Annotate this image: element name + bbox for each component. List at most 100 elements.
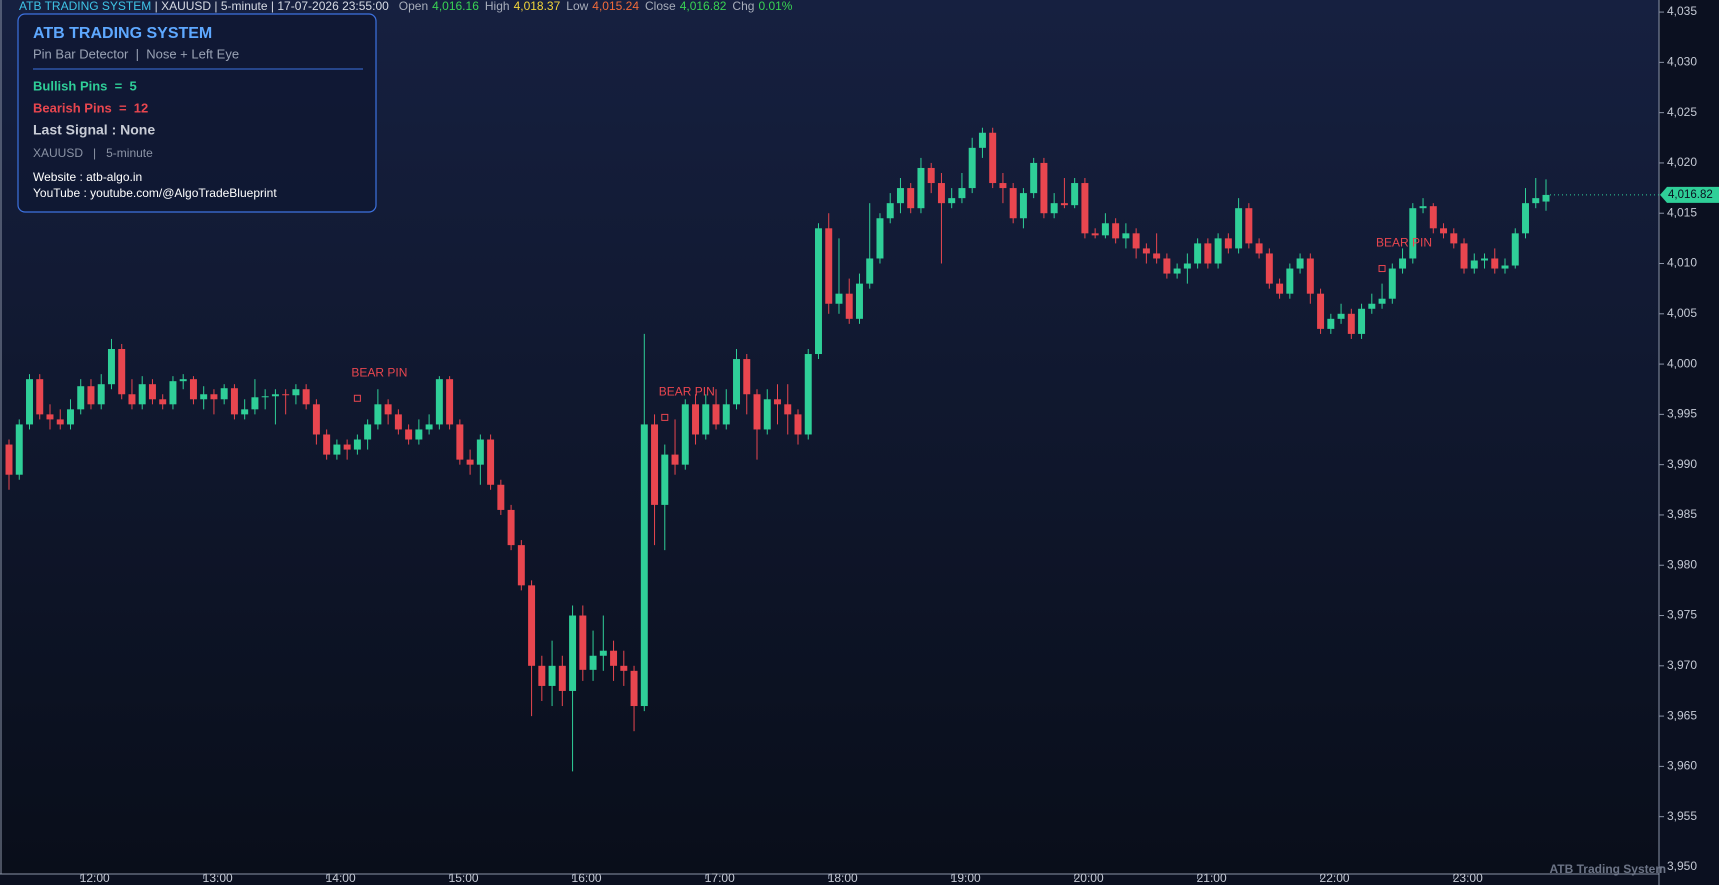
header-open-label: Open [399, 0, 428, 13]
candle-body [1399, 258, 1407, 269]
panel-bullish: Bullish Pins = 5 [33, 78, 137, 93]
y-tick-label: 3,960 [1667, 759, 1697, 773]
candle-body [825, 228, 833, 304]
candle-body [384, 404, 392, 415]
candle-body [640, 424, 648, 707]
panel-youtube: YouTube : youtube.com/@AlgoTradeBlueprin… [33, 186, 277, 200]
candle-body [148, 384, 156, 400]
candle-body [456, 424, 464, 460]
x-tick-label: 22:00 [1320, 871, 1350, 885]
candle-body [1030, 162, 1038, 194]
candle-body [15, 424, 23, 475]
candle-body [774, 399, 781, 405]
candle-body [26, 379, 33, 425]
annotation-label: BEAR PIN [351, 365, 407, 379]
candle-body [1081, 183, 1089, 234]
candle-body [1317, 293, 1325, 329]
candle-body [1009, 188, 1017, 219]
header-close-label: Close [645, 0, 676, 13]
candle-body [261, 396, 269, 398]
candle-body [169, 381, 177, 405]
x-tick-label: 14:00 [326, 871, 356, 885]
x-tick-label: 21:00 [1197, 871, 1227, 885]
candle-body [1481, 258, 1489, 261]
candle-body [1214, 238, 1222, 264]
candle-body [1419, 206, 1427, 209]
candle-body [1501, 265, 1509, 269]
x-tick-label: 17:00 [705, 871, 735, 885]
y-tick-label: 4,015 [1667, 205, 1697, 219]
candle-body [343, 444, 351, 450]
header-datetime: 17-07-2026 23:55:00 [277, 0, 389, 13]
candle-body [1224, 238, 1232, 249]
candle-body [189, 379, 197, 400]
y-tick-label: 4,005 [1667, 306, 1697, 320]
candle-body [722, 404, 730, 425]
candle-body [220, 388, 228, 400]
candle-body [497, 484, 505, 510]
candle-body [630, 670, 638, 707]
header-high-label: High [485, 0, 510, 13]
candle-body [517, 545, 525, 586]
header-low-label: Low [566, 0, 588, 13]
candle-body [968, 147, 976, 189]
candle-body [753, 394, 761, 430]
candle-body [886, 203, 894, 219]
x-tick-label: 19:00 [951, 871, 981, 885]
info-panel: ATB TRADING SYSTEM Pin Bar Detector | No… [17, 13, 377, 213]
candle-body [394, 414, 402, 430]
y-tick-label: 3,990 [1667, 457, 1697, 471]
candle-body [1532, 198, 1540, 204]
candle-body [415, 429, 423, 440]
candle-body [87, 386, 95, 405]
candle-body [958, 188, 966, 199]
x-tick-label: 20:00 [1074, 871, 1104, 885]
y-tick-label: 3,970 [1667, 658, 1697, 672]
candle-body [1491, 258, 1499, 269]
candle-body [333, 444, 341, 455]
candle-body [702, 404, 710, 435]
candle-body [1470, 260, 1478, 269]
candle-body [1368, 303, 1376, 309]
candle-body [999, 183, 1007, 189]
candle-body [1194, 243, 1202, 264]
candle-body [1429, 206, 1437, 229]
panel-subtitle: Pin Bar Detector | Nose + Left Eye [33, 46, 239, 61]
candle-body [1050, 203, 1058, 214]
header-chg-label: Chg [732, 0, 754, 13]
x-tick-label: 12:00 [80, 871, 110, 885]
candle-body [917, 167, 925, 209]
watermark: ATB Trading System [1550, 862, 1666, 876]
candle-body [1358, 308, 1366, 334]
candle-body [292, 389, 300, 396]
candle-body [1204, 243, 1212, 264]
candle-body [907, 188, 915, 209]
y-tick-label: 4,035 [1667, 4, 1697, 18]
candle-body [435, 379, 443, 425]
candle-body [1091, 233, 1099, 236]
price-axis-background [1659, 0, 1719, 885]
candle-body [466, 459, 474, 465]
candle-body [989, 132, 997, 184]
candle-body [1276, 283, 1284, 294]
candle-body [302, 389, 310, 405]
candle-body [364, 424, 372, 440]
candle-body [1440, 228, 1448, 234]
candle-body [1378, 298, 1386, 304]
header: ATB TRADING SYSTEM | XAUUSD | 5-minute |… [3, 0, 802, 13]
header-timeframe: 5-minute [221, 0, 268, 13]
candle-body [1511, 233, 1519, 266]
candle-body [230, 388, 238, 415]
candle-body [1286, 268, 1294, 294]
candle-body [1153, 253, 1161, 259]
panel-website: Website : atb-algo.in [33, 170, 142, 184]
candle-body [507, 509, 515, 546]
candle-body [374, 404, 382, 425]
candle-body [855, 283, 863, 319]
candle-body [927, 167, 935, 184]
candles: BEAR PIN BEAR PIN BEAR PIN [5, 127, 1550, 772]
candle-body [425, 424, 433, 430]
candle-body [794, 414, 802, 435]
candle-body [1040, 162, 1048, 214]
panel-title: ATB TRADING SYSTEM [33, 25, 212, 42]
